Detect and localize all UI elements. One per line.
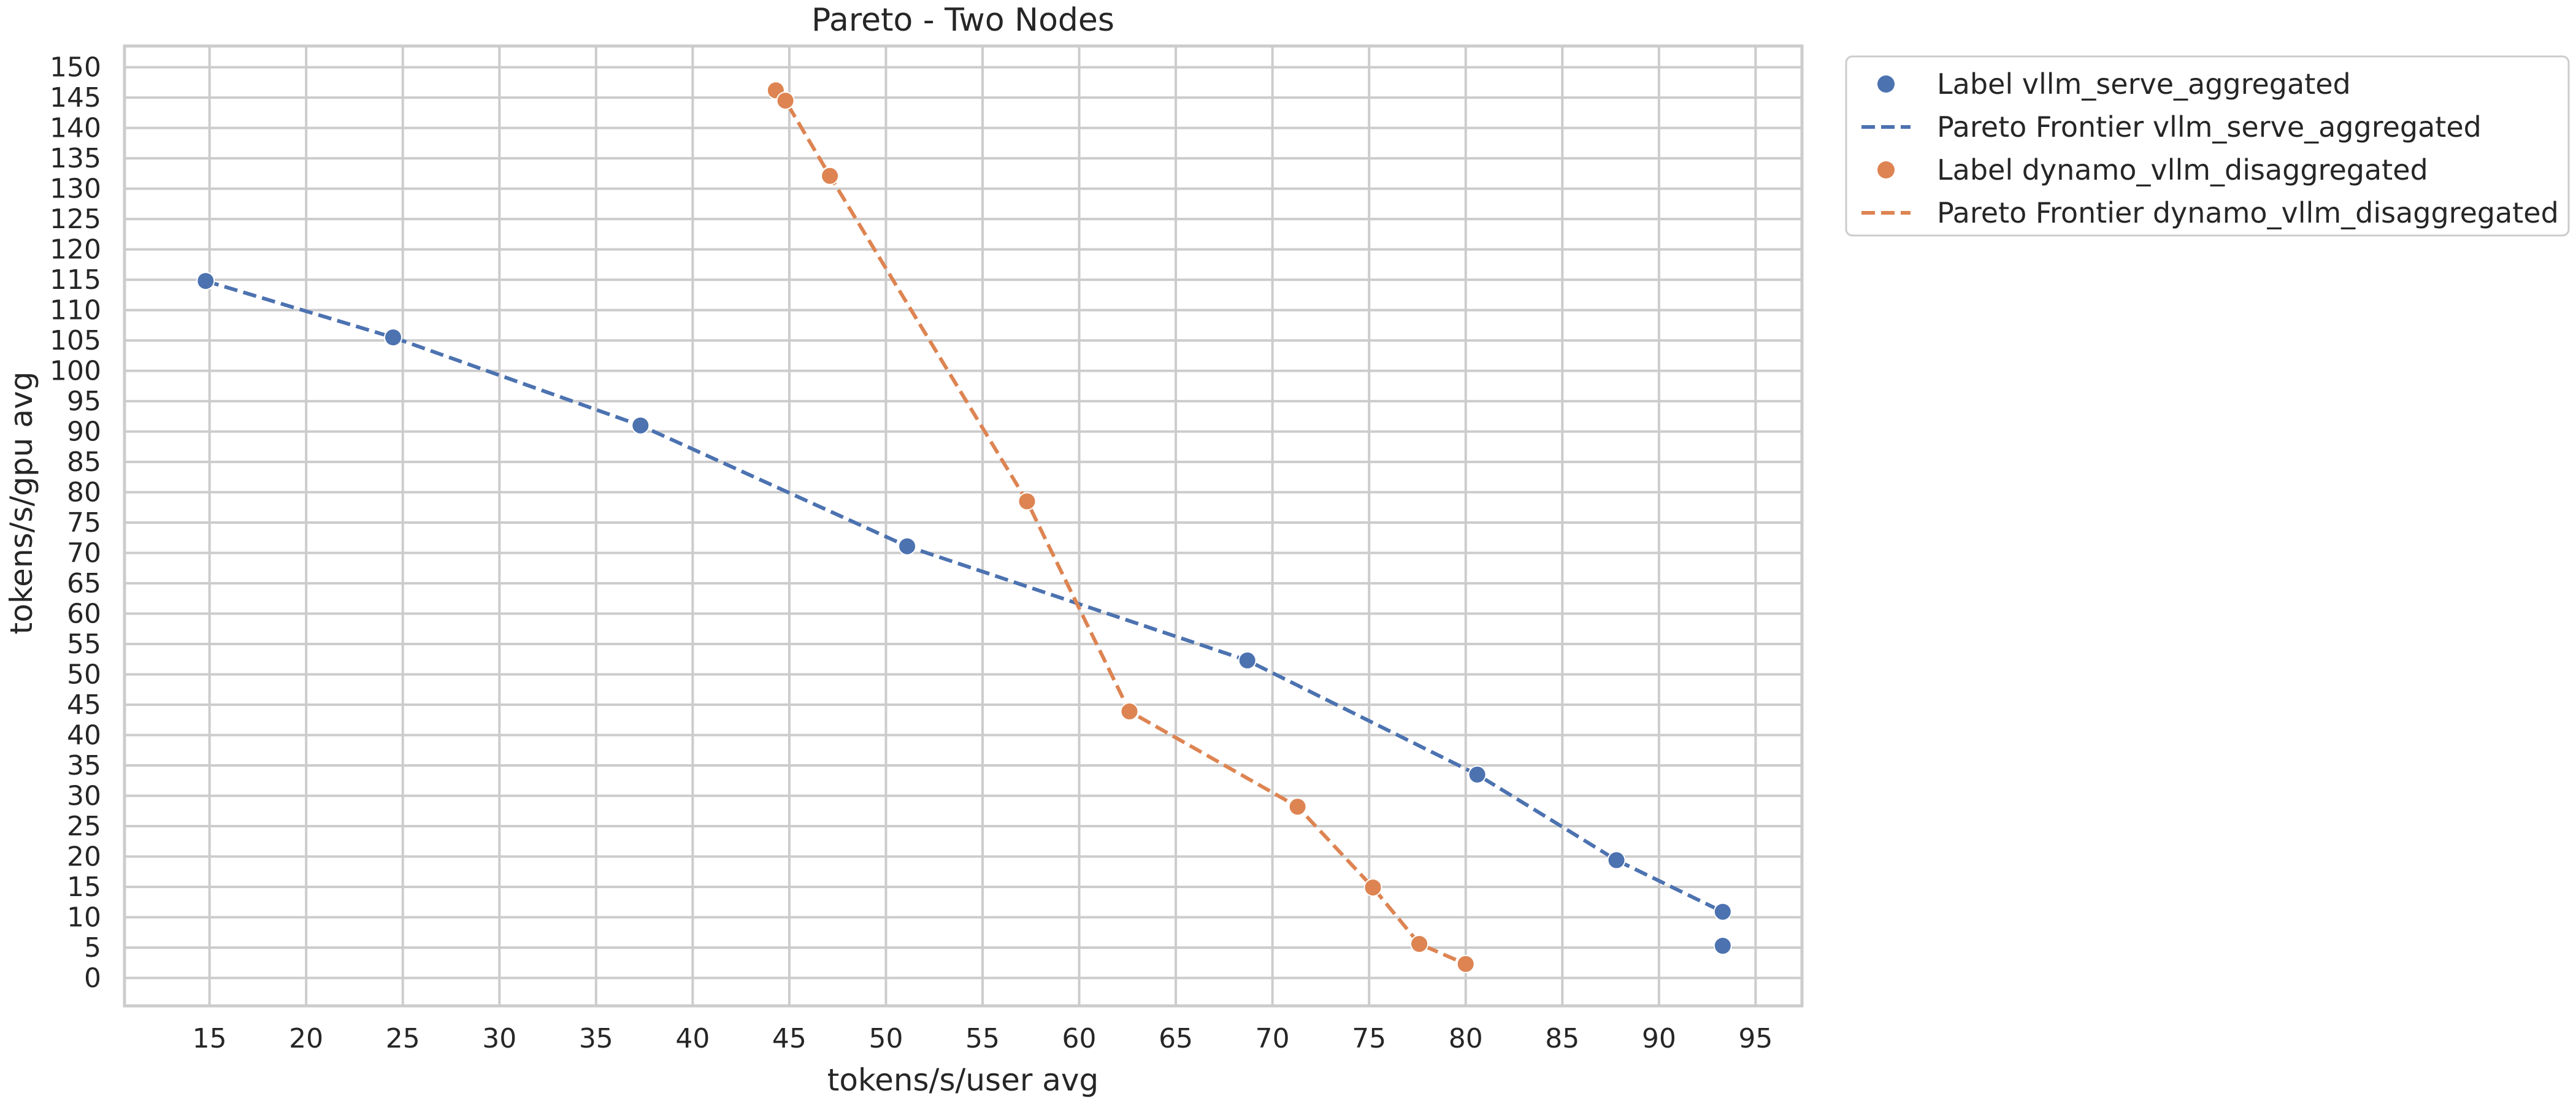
y-tick-label: 40 (67, 720, 101, 751)
y-tick-label: 5 (84, 932, 101, 964)
y-tick-label: 35 (67, 750, 101, 781)
y-tick-label: 85 (67, 447, 101, 478)
data-point-series-0 (384, 328, 402, 347)
y-tick-label: 100 (50, 356, 101, 387)
data-point-series-1 (1120, 702, 1139, 721)
y-tick-label: 120 (50, 234, 101, 266)
x-tick-label: 15 (193, 1023, 227, 1054)
y-tick-label: 150 (50, 52, 101, 83)
x-axis-title: tokens/s/user avg (827, 1062, 1099, 1098)
y-axis-title: tokens/s/gpu avg (4, 372, 39, 635)
y-tick-label: 65 (67, 568, 101, 599)
vertical-gridlines (208, 46, 1757, 1006)
plot-area (123, 44, 1804, 1008)
y-tick-label: 90 (67, 416, 101, 448)
x-tick-label: 20 (289, 1023, 323, 1054)
y-tick-label: 140 (50, 113, 101, 144)
y-tick-label: 0 (84, 962, 101, 994)
y-tick-label: 95 (67, 386, 101, 417)
y-axis-tick-labels: 0510152025303540455055606570758085909510… (50, 52, 101, 994)
data-points (196, 81, 1732, 973)
x-tick-label: 60 (1062, 1023, 1097, 1054)
y-tick-label: 70 (67, 538, 101, 569)
y-tick-label: 135 (50, 143, 101, 174)
data-point-series-1 (776, 91, 795, 110)
legend-label-series-0: Label vllm_serve_aggregated (1937, 67, 2351, 101)
y-tick-label: 145 (50, 82, 101, 113)
y-tick-label: 25 (67, 811, 101, 842)
y-tick-label: 130 (50, 174, 101, 205)
x-tick-label: 75 (1352, 1023, 1386, 1054)
legend-items: Label vllm_serve_aggregated Pareto Fronti… (1861, 67, 2559, 229)
y-tick-label: 125 (50, 204, 101, 235)
data-point-series-1 (1363, 878, 1382, 897)
legend-marker-series-0 (1877, 75, 1895, 93)
x-tick-label: 50 (868, 1023, 903, 1054)
x-tick-label: 85 (1545, 1023, 1579, 1054)
x-tick-label: 30 (482, 1023, 516, 1054)
y-tick-label: 10 (67, 902, 101, 933)
y-tick-label: 110 (50, 295, 101, 326)
chart-title: Pareto - Two Nodes (811, 2, 1114, 39)
data-point-series-0 (1713, 902, 1732, 921)
data-point-series-0 (1238, 651, 1257, 670)
y-tick-label: 45 (67, 689, 101, 721)
x-tick-label: 65 (1159, 1023, 1193, 1054)
horizontal-gridlines (125, 66, 1802, 979)
x-tick-label: 80 (1449, 1023, 1483, 1054)
x-tick-label: 95 (1738, 1023, 1773, 1054)
x-tick-label: 25 (386, 1023, 420, 1054)
legend-frontier-label-series-1: Pareto Frontier dynamo_vllm_disaggregate… (1937, 196, 2559, 229)
x-tick-label: 70 (1255, 1023, 1290, 1054)
data-point-series-1 (821, 166, 840, 185)
data-point-series-0 (1607, 851, 1626, 870)
y-tick-label: 80 (67, 477, 101, 508)
y-tick-label: 55 (67, 629, 101, 660)
y-tick-label: 20 (67, 841, 101, 872)
legend-label-series-1: Label dynamo_vllm_disaggregated (1937, 153, 2428, 186)
data-point-series-0 (898, 537, 917, 556)
x-tick-label: 90 (1642, 1023, 1676, 1054)
data-point-series-0 (196, 272, 215, 291)
y-tick-label: 105 (50, 325, 101, 356)
data-point-series-0 (1713, 937, 1732, 955)
data-point-series-0 (1468, 765, 1487, 784)
data-point-series-1 (1288, 797, 1307, 816)
legend: Label vllm_serve_aggregated Pareto Fronti… (1845, 55, 2570, 237)
x-axis-tick-labels: 15 20 25 30 35 40 45 50 55 60 65 70 75 80 85 90 95 (193, 1023, 1773, 1054)
x-tick-label: 55 (965, 1023, 1000, 1054)
y-tick-label: 60 (67, 599, 101, 630)
legend-marker-series-1 (1877, 161, 1895, 178)
x-tick-label: 35 (579, 1023, 613, 1054)
y-tick-label: 15 (67, 872, 101, 903)
y-tick-label: 75 (67, 507, 101, 539)
y-tick-label: 115 (50, 264, 101, 296)
x-tick-label: 45 (772, 1023, 807, 1054)
y-tick-label: 50 (67, 659, 101, 691)
y-tick-label: 30 (67, 781, 101, 812)
data-point-series-1 (1018, 492, 1037, 511)
x-tick-label: 40 (675, 1023, 710, 1054)
data-point-series-1 (1410, 935, 1429, 953)
data-point-series-1 (1456, 954, 1475, 973)
plot-frame (123, 44, 1804, 1008)
data-point-series-0 (631, 416, 650, 435)
legend-box (1845, 55, 2570, 237)
legend-frontier-label-series-0: Pareto Frontier vllm_serve_aggregated (1937, 110, 2482, 144)
